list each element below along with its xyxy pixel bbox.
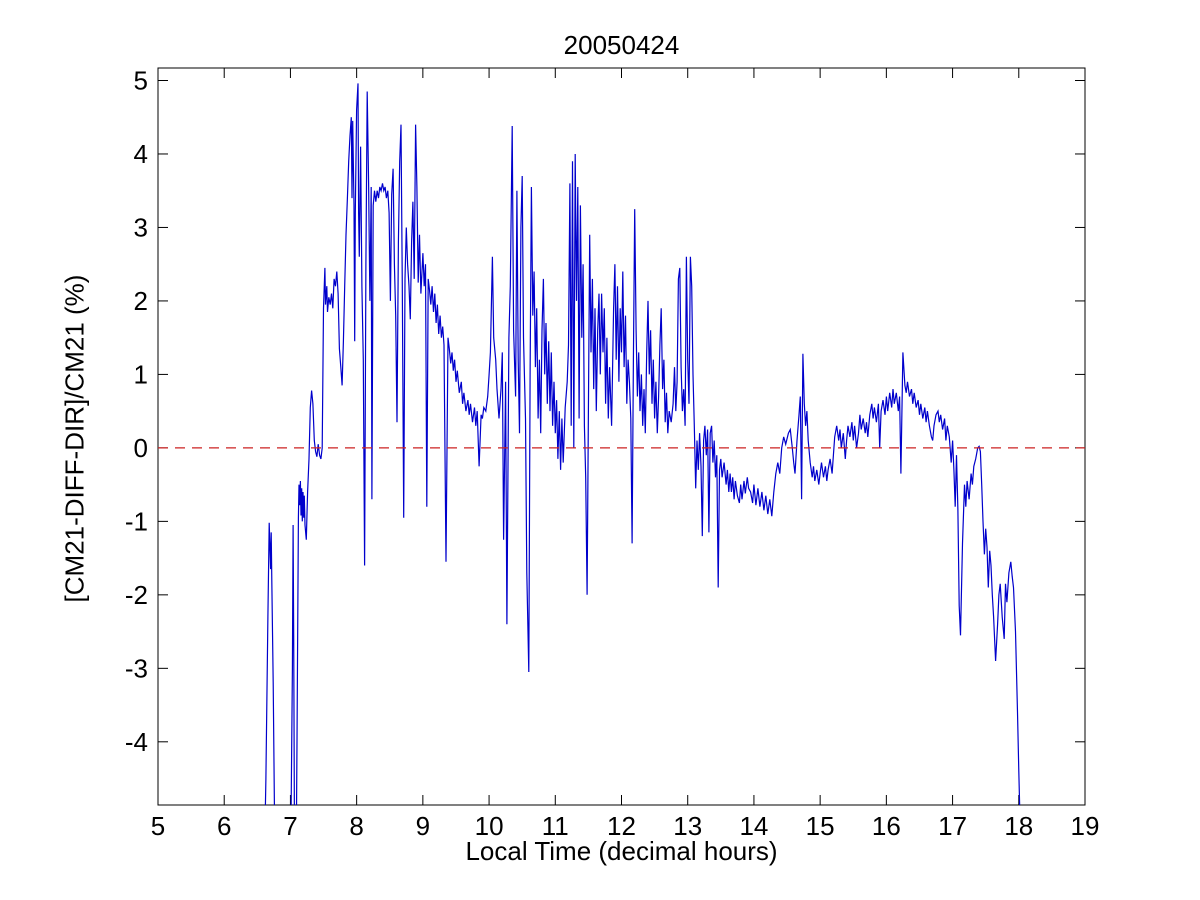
- x-axis-label: Local Time (decimal hours): [465, 836, 778, 866]
- tick-label: 8: [349, 811, 363, 841]
- tick-label: 2: [134, 286, 148, 316]
- tick-label: 18: [1004, 811, 1033, 841]
- tick-label: 10: [475, 811, 504, 841]
- tick-label: 15: [806, 811, 835, 841]
- tick-label: 5: [151, 811, 165, 841]
- tick-label: 19: [1071, 811, 1100, 841]
- tick-label: 1: [134, 359, 148, 389]
- tick-label: 13: [673, 811, 702, 841]
- tick-label: 5: [134, 65, 148, 95]
- tick-label: 0: [134, 433, 148, 463]
- data-series-group: [158, 83, 1085, 805]
- tick-label: -2: [125, 580, 148, 610]
- tick-label: 9: [416, 811, 430, 841]
- tick-label: -3: [125, 653, 148, 683]
- tick-label: 3: [134, 212, 148, 242]
- relative-difference-line: [264, 83, 1021, 805]
- tick-label: 14: [739, 811, 768, 841]
- tick-label: 16: [872, 811, 901, 841]
- tick-label: 12: [607, 811, 636, 841]
- tick-label: 7: [283, 811, 297, 841]
- tick-label: 6: [217, 811, 231, 841]
- tick-label: 11: [542, 811, 569, 841]
- tick-label: 17: [938, 811, 967, 841]
- tick-label: -1: [125, 506, 148, 536]
- tick-label: -4: [125, 727, 148, 757]
- chart-title: 20050424: [563, 30, 680, 60]
- tick-label: 4: [134, 139, 148, 169]
- axis-ticks: [157, 68, 1086, 805]
- y-axis-label: [CM21-DIFF-DIR]/CM21 (%): [59, 274, 90, 603]
